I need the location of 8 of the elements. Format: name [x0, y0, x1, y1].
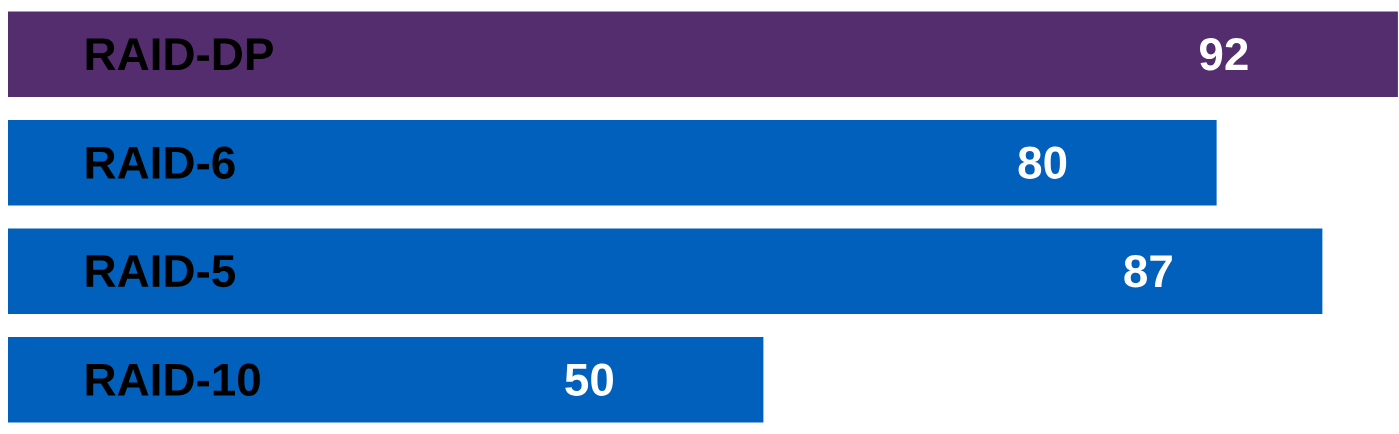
data-label: 87 — [1124, 255, 1172, 288]
data-label: 80 — [1018, 146, 1067, 179]
y-tick-label: RAID-10 — [86, 363, 260, 396]
y-tick-label: RAID-5 — [86, 255, 235, 288]
y-tick-label: RAID-DP — [86, 38, 273, 71]
data-label: 92 — [1200, 38, 1248, 71]
data-label: 50 — [565, 363, 613, 396]
y-tick-label: RAID-6 — [86, 146, 235, 179]
